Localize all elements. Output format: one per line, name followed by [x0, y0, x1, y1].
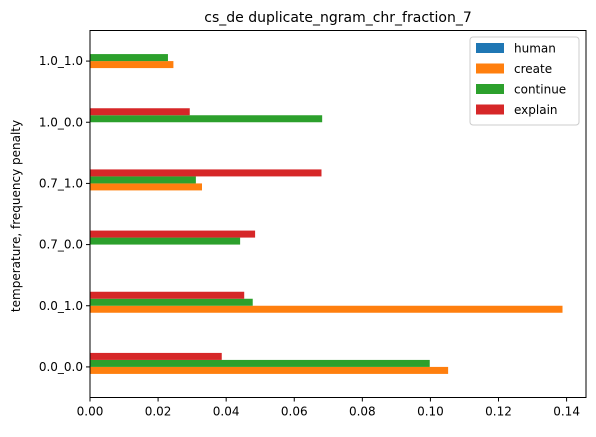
bars-group — [90, 54, 563, 374]
x-tick-label: 0.10 — [417, 405, 444, 419]
x-tick-label: 0.00 — [77, 405, 104, 419]
y-axis-label: temperature, frequency penalty — [9, 120, 23, 312]
bar-continue-0.0_1.0 — [90, 298, 253, 306]
legend-swatch-explain — [476, 104, 504, 115]
y-tick-label: 0.0_1.0 — [39, 299, 83, 313]
bar-continue-1.0_1.0 — [90, 54, 168, 62]
legend: human create continue explain — [469, 36, 580, 126]
x-tick-label: 0.14 — [553, 405, 580, 419]
bar-continue-1.0_0.0 — [90, 115, 323, 123]
bar-create-0.0_0.0 — [90, 366, 449, 374]
bar-explain-0.7_1.0 — [90, 169, 322, 177]
x-ticks-group: 0.00 0.02 0.04 0.06 0.08 0.10 0.12 0.14 — [77, 397, 580, 419]
legend-swatch-human — [476, 43, 504, 53]
y-tick-label: 0.7_1.0 — [39, 176, 83, 190]
bar-create-0.0_1.0 — [90, 305, 563, 313]
legend-label-human: human — [514, 42, 556, 56]
y-ticks-group: 0.0_0.0 0.0_1.0 0.7_0.0 0.7_1.0 1.0_0.0 1.0_1… — [39, 54, 90, 374]
chart-title: cs_de duplicate_ngram_chr_fraction_7 — [204, 10, 472, 26]
y-tick-label: 1.0_0.0 — [39, 115, 83, 129]
bar-continue-0.7_1.0 — [90, 176, 196, 184]
legend-label-continue: continue — [514, 83, 566, 97]
x-tick-label: 0.08 — [349, 405, 376, 419]
y-tick-label: 0.7_0.0 — [39, 238, 83, 252]
bar-explain-0.0_1.0 — [90, 291, 245, 299]
legend-swatch-create — [476, 63, 504, 74]
bar-explain-0.0_0.0 — [90, 352, 222, 360]
bar-continue-0.7_0.0 — [90, 237, 241, 245]
legend-swatch-continue — [476, 84, 504, 94]
bar-explain-1.0_0.0 — [90, 108, 190, 116]
legend-label-create: create — [514, 62, 552, 76]
bar-continue-0.0_0.0 — [90, 359, 430, 367]
bar-create-0.7_1.0 — [90, 183, 202, 191]
x-tick-label: 0.02 — [145, 405, 172, 419]
x-tick-label: 0.06 — [281, 405, 308, 419]
legend-label-explain: explain — [514, 103, 558, 117]
y-tick-label: 0.0_0.0 — [39, 360, 83, 374]
x-tick-label: 0.04 — [213, 405, 240, 419]
bar-explain-0.7_0.0 — [90, 230, 256, 238]
plot-frame — [89, 30, 587, 398]
bar-create-1.0_1.0 — [90, 61, 174, 69]
x-tick-label: 0.12 — [485, 405, 512, 419]
legend-box — [469, 36, 580, 126]
y-tick-label: 1.0_1.0 — [39, 54, 83, 68]
